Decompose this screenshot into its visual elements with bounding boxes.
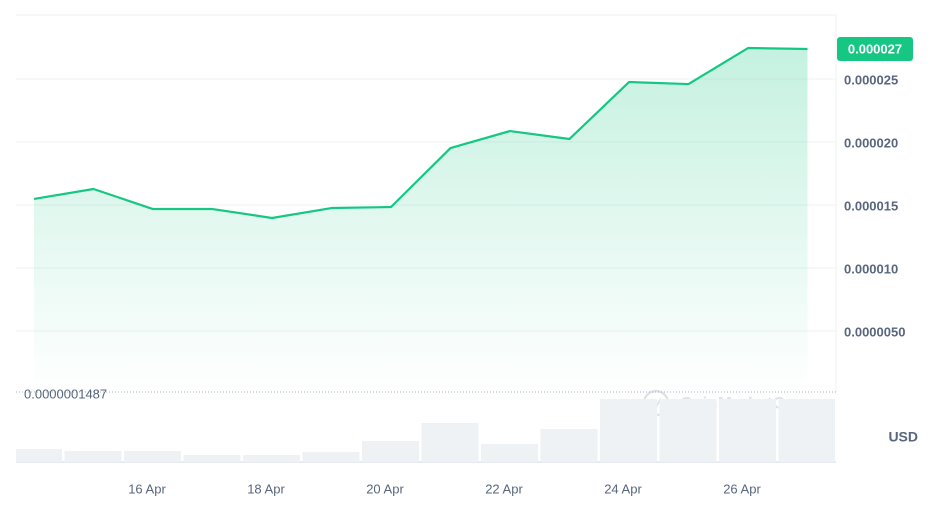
- volume-bar: [183, 455, 241, 462]
- current-price-label: 0.000027: [848, 41, 902, 56]
- volume-bar: [600, 399, 657, 462]
- volume-bar: [719, 399, 776, 462]
- volume-bar: [421, 423, 479, 462]
- y-tick-label: 0.000020: [844, 135, 898, 150]
- volume-bar: [540, 429, 598, 462]
- x-tick-label: 18 Apr: [247, 481, 285, 496]
- y-tick-label: 0.000015: [844, 198, 898, 213]
- volume-bar: [16, 449, 62, 462]
- x-tick-label: 20 Apr: [366, 481, 404, 496]
- current-price-badge: [837, 37, 913, 62]
- volume-bar: [124, 451, 181, 462]
- currency-label: USD: [888, 429, 918, 445]
- y-tick-label: 0.000025: [844, 72, 898, 87]
- x-tick-label: 16 Apr: [128, 481, 166, 496]
- y-tick-label: 0.0000050: [844, 324, 905, 339]
- x-tick-label: 22 Apr: [485, 481, 523, 496]
- volume-bar: [659, 399, 717, 462]
- volume-bar: [302, 452, 360, 462]
- volume-bar: [243, 455, 300, 462]
- x-tick-label: 26 Apr: [723, 481, 761, 496]
- volume-bar: [778, 399, 835, 462]
- volume-bar: [64, 451, 122, 462]
- x-tick-label: 24 Apr: [604, 481, 642, 496]
- y-tick-label: 0.000010: [844, 261, 898, 276]
- volume-bar: [362, 441, 419, 462]
- price-line: [33, 46, 808, 220]
- volume-bar: [481, 444, 538, 462]
- price-area: [34, 48, 808, 393]
